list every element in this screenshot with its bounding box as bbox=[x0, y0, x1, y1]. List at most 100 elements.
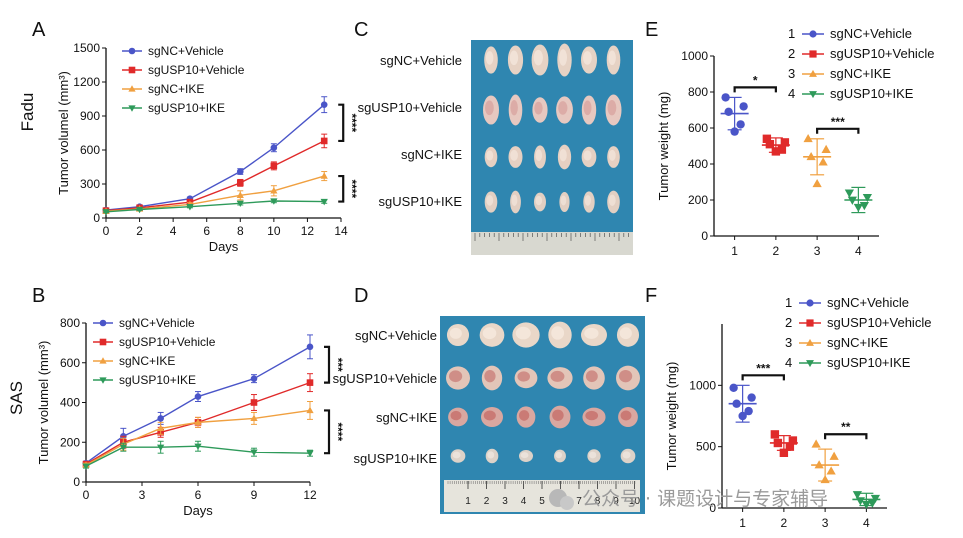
data-point bbox=[194, 418, 202, 426]
tumor-highlight bbox=[583, 150, 592, 161]
legend-number: 4 bbox=[788, 86, 795, 101]
y-tick-label: 600 bbox=[60, 356, 80, 370]
legend-marker bbox=[806, 360, 814, 368]
x-tick-label: 12 bbox=[301, 224, 315, 238]
significance-bracket bbox=[741, 374, 785, 381]
ruler-number: 3 bbox=[502, 496, 508, 507]
tumor-highlight bbox=[589, 451, 597, 459]
tumor-highlight bbox=[608, 149, 616, 161]
data-point bbox=[844, 189, 854, 198]
tumor-highlight bbox=[486, 150, 494, 161]
data-point bbox=[820, 474, 830, 484]
data-point bbox=[135, 206, 144, 214]
data-point bbox=[829, 451, 839, 460]
y-tick-label: 0 bbox=[73, 475, 80, 489]
significance-bracket bbox=[324, 345, 331, 384]
y-axis-label: Tumor weight (mg) bbox=[664, 362, 679, 471]
tumor-highlight bbox=[517, 371, 530, 382]
panel-label-b: B bbox=[32, 285, 45, 307]
panel-label-a: A bbox=[32, 19, 46, 41]
data-point bbox=[194, 443, 202, 451]
tumor-highlight bbox=[510, 149, 518, 161]
legend-number: 1 bbox=[788, 26, 795, 41]
x-tick-label: 14 bbox=[334, 224, 348, 238]
photo-background bbox=[471, 40, 633, 255]
cell-line-label: SAS bbox=[7, 381, 26, 415]
chart-fadu-weight: 0 200 400 600 800 1000 1 2 3 4 Tumor weight (mg) 1 s… bbox=[656, 26, 934, 258]
series-line bbox=[105, 140, 325, 212]
data-point bbox=[770, 430, 780, 439]
series-line bbox=[105, 104, 325, 211]
legend-marker bbox=[99, 357, 107, 364]
significance-bracket bbox=[733, 86, 777, 93]
tumor-highlight bbox=[584, 195, 591, 206]
legend-marker bbox=[99, 338, 107, 346]
data-point bbox=[773, 438, 783, 448]
cell-line-label: Fadu bbox=[18, 93, 37, 132]
photo-row-label: sgUSP10+Vehicle bbox=[333, 371, 437, 386]
legend-label: sgUSP10+Vehicle bbox=[148, 63, 245, 77]
legend-label: sgUSP10+Vehicle bbox=[827, 315, 931, 330]
x-tick-label: 10 bbox=[267, 224, 281, 238]
data-point bbox=[847, 196, 857, 205]
y-tick-label: 400 bbox=[60, 396, 80, 410]
photo-fadu-tumors: sgNC+Vehicle sgUSP10+Vehicle sgNC+IKE sg… bbox=[358, 40, 633, 255]
x-tick-label: 4 bbox=[863, 516, 870, 530]
data-point bbox=[739, 102, 748, 111]
tumor-highlight bbox=[585, 410, 599, 421]
panel-label-c: C bbox=[354, 19, 368, 41]
legend-marker bbox=[809, 30, 817, 38]
photo-row-label: sgUSP10+IKE bbox=[354, 451, 438, 466]
x-tick-label: 3 bbox=[814, 244, 821, 258]
data-point bbox=[826, 466, 836, 475]
data-point bbox=[157, 415, 164, 422]
x-axis-label: Days bbox=[183, 503, 213, 518]
legend-marker bbox=[128, 47, 136, 55]
significance-label: *** bbox=[756, 361, 770, 375]
significance-label: **** bbox=[345, 179, 359, 198]
tumor-highlight bbox=[486, 195, 494, 206]
series-line bbox=[85, 409, 311, 466]
tumor-highlight bbox=[534, 101, 543, 115]
x-tick-label: 1 bbox=[739, 516, 746, 530]
data-point bbox=[721, 93, 730, 102]
tumor-highlight bbox=[607, 99, 617, 116]
data-point bbox=[736, 120, 745, 129]
x-tick-label: 2 bbox=[136, 224, 143, 238]
chart-sas-weight: 0 500 1000 1 2 3 4 Tumor weight (mg) 1 sgNC+Vehic… bbox=[664, 295, 931, 530]
tumor-highlight bbox=[619, 369, 633, 383]
tumor-highlight bbox=[608, 50, 616, 66]
x-tick-label: 6 bbox=[203, 224, 210, 238]
tumor-highlight bbox=[550, 370, 565, 382]
legend-label: sgNC+IKE bbox=[148, 82, 204, 96]
series-line bbox=[85, 445, 311, 467]
y-axis-label: Tumor volumel (mm³) bbox=[56, 71, 71, 195]
data-point bbox=[747, 393, 756, 402]
data-point bbox=[814, 460, 824, 469]
data-point bbox=[186, 204, 194, 211]
data-point bbox=[852, 491, 862, 500]
wechat-icon bbox=[560, 496, 574, 510]
data-point bbox=[250, 449, 258, 456]
significance-bracket bbox=[816, 127, 860, 134]
data-point bbox=[777, 145, 787, 154]
data-point bbox=[765, 140, 775, 149]
legend-label: sgNC+IKE bbox=[119, 354, 175, 368]
tumor-highlight bbox=[585, 370, 598, 383]
tumor-highlight bbox=[487, 451, 495, 459]
series-line bbox=[85, 346, 311, 464]
tumor-highlight bbox=[449, 327, 462, 339]
y-tick-label: 0 bbox=[709, 501, 716, 515]
data-point bbox=[818, 157, 828, 166]
data-point bbox=[779, 448, 789, 457]
legend-marker bbox=[809, 50, 817, 58]
y-tick-label: 200 bbox=[60, 435, 80, 449]
data-point bbox=[870, 494, 880, 504]
data-point bbox=[780, 138, 790, 147]
y-tick-label: 300 bbox=[80, 177, 100, 191]
significance-bracket bbox=[324, 409, 331, 455]
chart-sas-growth: 0 200 400 600 800 0 3 6 9 12 Days Tumor volumel (mm… bbox=[7, 316, 345, 518]
legend-label: sgUSP10+Vehicle bbox=[119, 335, 216, 349]
tumor-highlight bbox=[484, 369, 496, 383]
y-tick-label: 800 bbox=[688, 85, 708, 99]
